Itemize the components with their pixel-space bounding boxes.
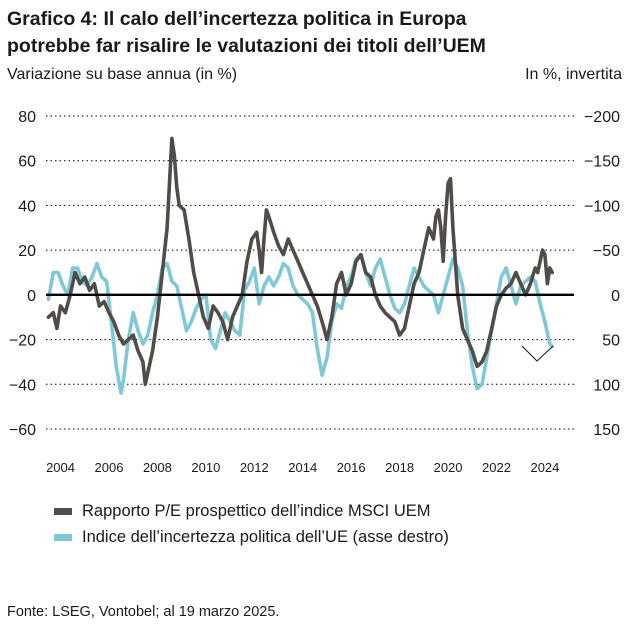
legend-swatch-pe (54, 507, 72, 515)
source-note: Fonte: LSEG, Vontobel; al 19 marzo 2025. (7, 604, 280, 620)
left-tick-label: −40 (9, 377, 36, 394)
right-tick-label: 150 (593, 422, 620, 439)
x-tick-label: 2010 (191, 460, 220, 475)
series-line-pe (46, 136, 554, 387)
right-axis-label: In %, invertita (525, 66, 622, 83)
left-tick-label: 80 (18, 109, 36, 126)
x-tick-label: 2016 (337, 460, 366, 475)
left-tick-label: 40 (18, 198, 36, 215)
x-tick-label: 2020 (434, 460, 463, 475)
left-tick-label: 0 (27, 288, 36, 305)
right-tick-label: −200 (584, 109, 620, 126)
left-tick-label: 60 (18, 154, 36, 171)
x-tick-label: 2024 (530, 460, 559, 475)
annotation-arrow (521, 345, 554, 362)
right-tick-label: 50 (602, 333, 620, 350)
x-tick-label: 2008 (143, 460, 172, 475)
right-tick-label: −150 (584, 154, 620, 171)
left-tick-label: −20 (9, 333, 36, 350)
right-tick-label: 0 (611, 288, 620, 305)
right-tick-label: −100 (584, 198, 620, 215)
x-tick-label: 2012 (240, 460, 269, 475)
x-tick-label: 2014 (288, 460, 317, 475)
right-tick-label: 100 (593, 377, 620, 394)
chart-title: Grafico 4: Il calo dell’incertezza polit… (7, 6, 632, 60)
legend: Rapporto P/E prospettico dell’indice MSC… (54, 500, 449, 552)
x-tick-label: 2022 (482, 460, 511, 475)
left-tick-label: −60 (9, 422, 36, 439)
x-tick-label: 2004 (46, 460, 75, 475)
legend-swatch-epu (54, 533, 72, 541)
left-tick-label: 20 (18, 243, 36, 260)
title-line-1: Grafico 4: Il calo dell’incertezza polit… (7, 8, 467, 30)
legend-item-pe: Rapporto P/E prospettico dell’indice MSC… (54, 500, 449, 522)
title-line-2: potrebbe far risalire le valutazioni dei… (7, 35, 486, 57)
left-axis-label: Variazione su base annua (in %) (7, 66, 238, 83)
legend-item-epu: Indice dell’incertezza politica dell’UE … (54, 526, 449, 548)
series-line-epu (46, 252, 554, 395)
legend-label-epu: Indice dell’incertezza politica dell’UE … (82, 527, 449, 546)
x-tick-label: 2006 (95, 460, 124, 475)
x-tick-label: 2018 (385, 460, 414, 475)
legend-label-pe: Rapporto P/E prospettico dell’indice MSC… (82, 501, 431, 520)
right-tick-label: −50 (593, 243, 620, 260)
